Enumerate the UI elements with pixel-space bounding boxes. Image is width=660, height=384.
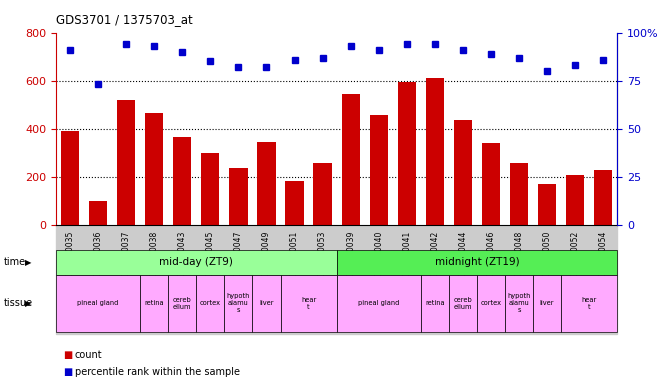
- Bar: [370, 116, 388, 225]
- Bar: [426, 78, 444, 225]
- Bar: [201, 153, 220, 225]
- Bar: [510, 164, 528, 225]
- Text: ▶: ▶: [25, 258, 32, 266]
- Bar: [314, 163, 332, 225]
- Text: cereb
ellum: cereb ellum: [173, 297, 191, 310]
- Bar: [257, 142, 276, 225]
- Bar: [566, 175, 584, 225]
- Bar: [61, 131, 79, 225]
- Bar: [482, 143, 500, 225]
- Bar: [173, 137, 191, 225]
- Text: cortex: cortex: [200, 300, 221, 306]
- Text: cereb
ellum: cereb ellum: [453, 297, 472, 310]
- Text: pineal gland: pineal gland: [358, 300, 399, 306]
- Text: ■: ■: [63, 367, 72, 377]
- Text: count: count: [75, 350, 102, 360]
- Bar: [117, 100, 135, 225]
- Text: mid-day (ZT9): mid-day (ZT9): [160, 257, 233, 267]
- Text: tissue: tissue: [3, 298, 32, 308]
- Bar: [594, 170, 612, 225]
- Bar: [341, 94, 360, 225]
- Text: liver: liver: [259, 300, 274, 306]
- Text: percentile rank within the sample: percentile rank within the sample: [75, 367, 240, 377]
- Bar: [145, 113, 164, 225]
- Text: ■: ■: [63, 350, 72, 360]
- Text: pineal gland: pineal gland: [77, 300, 119, 306]
- Text: time: time: [3, 257, 26, 267]
- Bar: [397, 82, 416, 225]
- Bar: [89, 201, 108, 225]
- Text: midnight (ZT19): midnight (ZT19): [434, 257, 519, 267]
- Text: hear
t: hear t: [581, 297, 597, 310]
- Text: cortex: cortex: [480, 300, 502, 306]
- Bar: [453, 120, 472, 225]
- Text: GDS3701 / 1375703_at: GDS3701 / 1375703_at: [56, 13, 193, 26]
- Bar: [229, 168, 248, 225]
- Text: retina: retina: [145, 300, 164, 306]
- Text: hypoth
alamu
s: hypoth alamu s: [227, 293, 250, 313]
- Text: liver: liver: [540, 300, 554, 306]
- Text: ▶: ▶: [25, 299, 32, 308]
- Bar: [538, 184, 556, 225]
- Text: hear
t: hear t: [301, 297, 316, 310]
- Text: retina: retina: [425, 300, 445, 306]
- Text: hypoth
alamu
s: hypoth alamu s: [508, 293, 531, 313]
- Bar: [285, 182, 304, 225]
